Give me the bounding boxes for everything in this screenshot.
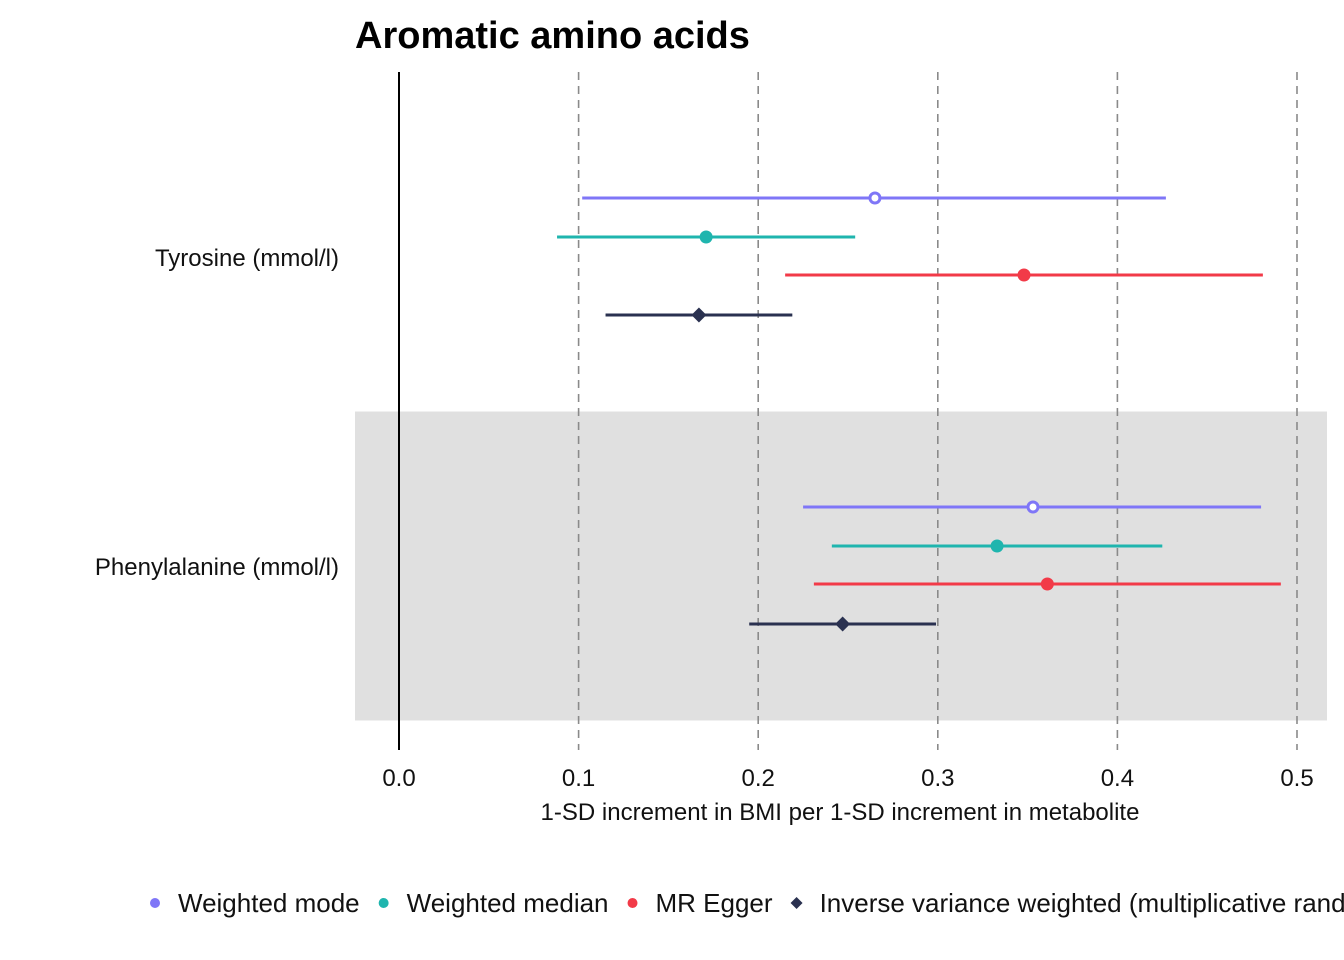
x-tick-label: 0.0 — [382, 765, 415, 792]
x-tick-label: 0.1 — [562, 765, 595, 792]
legend-swatch — [150, 898, 160, 908]
category-label: Phenylalanine (mmol/l) — [95, 554, 339, 581]
legend: Weighted mode Weighted median MR Egger Inve… — [150, 888, 1344, 918]
category-band — [355, 411, 1327, 721]
legend-item: MR Egger — [627, 888, 773, 918]
x-tick-label: 0.5 — [1280, 765, 1313, 792]
x-axis-title: 1-SD increment in BMI per 1-SD increment… — [541, 799, 1140, 826]
band-layer — [355, 411, 1327, 721]
legend-swatch — [627, 898, 638, 908]
point-estimate — [868, 191, 882, 205]
legend-label: Inverse variance weighted (multiplicativ… — [820, 888, 1344, 918]
x-tick-label: 0.4 — [1101, 765, 1134, 792]
marks-layer — [557, 191, 1281, 632]
point-estimate — [1026, 500, 1040, 514]
grid-layer — [577, 72, 1298, 750]
point-estimate — [691, 307, 707, 323]
category-labels: Tyrosine (mmol/l) Phenylalanine (mmol/l) — [95, 245, 339, 581]
legend-label: MR Egger — [656, 888, 773, 918]
legend-label: Weighted median — [407, 888, 609, 918]
legend-item: Weighted median — [378, 888, 609, 918]
point-estimate — [990, 539, 1004, 553]
point-estimate — [835, 616, 851, 632]
legend-swatch — [378, 898, 389, 908]
legend-item: Inverse variance weighted (multiplicativ… — [790, 888, 1344, 918]
category-label: Tyrosine (mmol/l) — [155, 245, 339, 272]
x-tick-labels: 0.0 0.1 0.2 0.3 0.4 0.5 — [382, 765, 1313, 792]
x-tick-label: 0.3 — [921, 765, 954, 792]
legend-item: Weighted mode — [150, 888, 360, 918]
x-tick-label: 0.2 — [742, 765, 775, 792]
legend-label: Weighted mode — [178, 888, 360, 918]
legend-swatch — [790, 897, 803, 909]
point-estimate — [1040, 577, 1054, 591]
point-estimate — [1017, 268, 1031, 282]
chart-title: Aromatic amino acids — [355, 15, 750, 57]
point-estimate — [699, 230, 713, 244]
